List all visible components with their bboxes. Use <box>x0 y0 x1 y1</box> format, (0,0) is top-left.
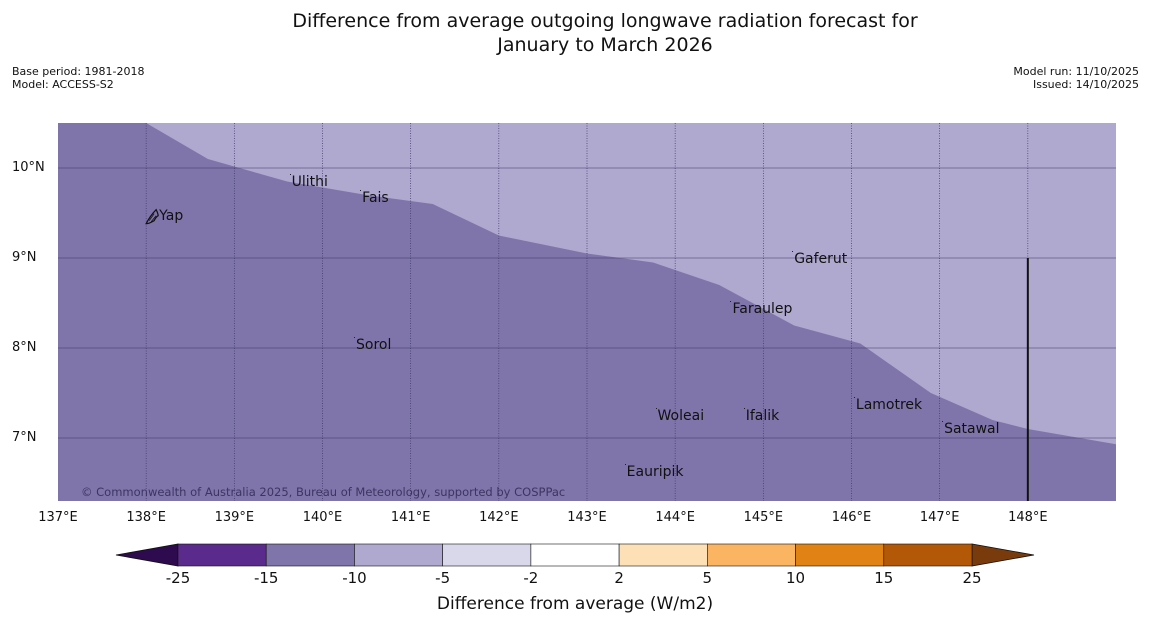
colorbar-above-extension <box>971 543 1035 567</box>
place-marker-dot <box>354 337 355 339</box>
place-name: Ulithi <box>291 174 328 191</box>
place-marker-dot <box>624 464 626 466</box>
colorbar-tick-label: -15 <box>253 569 279 587</box>
lon-tick-label: 147°E <box>919 510 960 525</box>
place-satawal: Satawal <box>942 421 1000 437</box>
lon-tick-label: 138°E <box>126 510 166 525</box>
lon-tick-label: 142°E <box>479 510 519 525</box>
place-faraulep: Faraulep <box>730 301 792 317</box>
place-ifalik: Ifalik <box>743 408 780 425</box>
colorbar-tick-label: 25 <box>962 569 982 587</box>
yap-island-outline <box>145 208 159 225</box>
place-marker-dot <box>360 189 362 191</box>
place-name: Fais <box>362 189 389 206</box>
colorbar-tick-label: -5 <box>435 569 451 587</box>
colorbar-bin <box>354 543 443 567</box>
place-name: Ifalik <box>745 408 780 425</box>
place-name: Woleai <box>657 408 705 425</box>
issued-date: Issued: 14/10/2025 <box>1032 78 1139 91</box>
lon-tick-label: 148°E <box>1008 510 1048 525</box>
model-run: Model run: 11/10/2025 <box>1013 65 1139 78</box>
place-name: Yap <box>159 207 184 224</box>
place-eauripik: Eauripik <box>624 464 684 481</box>
place-sorol: Sorol <box>354 337 391 353</box>
colorbar-tick-label: 10 <box>786 569 806 587</box>
colorbar-bin <box>707 543 796 567</box>
colorbar-tick-label: -2 <box>523 569 539 587</box>
place-marker-dot <box>853 396 855 398</box>
anomaly-band-lower <box>58 123 1116 501</box>
colorbar <box>115 543 1035 567</box>
place-marker-dot <box>730 301 732 303</box>
meta-right: Model run: 11/10/2025 Issued: 14/10/2025 <box>1013 65 1139 91</box>
colorbar-bin <box>442 543 532 567</box>
title-line-1: Difference from average outgoing longwav… <box>292 10 918 32</box>
lon-tick-label: 139°E <box>214 510 255 525</box>
colorbar-bin <box>265 543 355 567</box>
place-name: Eauripik <box>626 464 684 481</box>
colorbar-bin <box>795 543 885 567</box>
place-marker-dot <box>289 174 291 176</box>
copyright-note: © Commonwealth of Australia 2025, Bureau… <box>81 485 566 499</box>
colorbar-title: Difference from average (W/m2) <box>436 594 714 614</box>
lat-tick-label: 8°N <box>12 340 37 355</box>
lon-tick-label: 145°E <box>743 510 784 525</box>
lon-tick-label: 140°E <box>302 510 343 525</box>
map-canvas <box>58 123 1116 501</box>
lat-tick-label: 9°N <box>12 250 37 265</box>
meta-left: Base period: 1981-2018 Model: ACCESS-S2 <box>12 65 144 91</box>
lon-tick-label: 146°E <box>831 510 872 525</box>
colorbar-tick-label: 5 <box>702 569 713 587</box>
place-name: Sorol <box>356 337 392 354</box>
place-marker-dot <box>942 421 944 422</box>
place-marker-dot <box>743 408 745 410</box>
place-lamotrek: Lamotrek <box>853 396 923 413</box>
colorbar-bin <box>530 543 620 567</box>
base-period: Base period: 1981-2018 <box>12 65 145 78</box>
colorbar-tick-label: -25 <box>165 569 191 587</box>
place-ulithi: Ulithi <box>289 174 328 191</box>
colorbar-below-extension <box>115 543 179 567</box>
place-name: Faraulep <box>732 301 793 318</box>
place-name: Satawal <box>944 421 1000 437</box>
lon-tick-label: 144°E <box>655 510 695 525</box>
colorbar-tick-label: 2 <box>614 569 624 587</box>
place-woleai: Woleai <box>655 408 705 425</box>
place-fais: Fais <box>360 189 389 206</box>
place-marker-dot <box>655 408 657 410</box>
place-name: Gaferut <box>794 250 848 267</box>
place-marker-dot <box>792 250 794 252</box>
place-name: Lamotrek <box>855 396 923 413</box>
lat-tick-label: 10°N <box>12 160 45 175</box>
colorbar-bin <box>618 543 708 567</box>
title-line-2: January to March 2026 <box>497 34 713 56</box>
colorbar-tick-label: -10 <box>342 569 367 587</box>
colorbar-bin <box>883 543 973 567</box>
graticule <box>58 123 1116 501</box>
colorbar-bin <box>177 543 267 567</box>
chart-title: Difference from average outgoing longwav… <box>0 9 1150 57</box>
model-name: Model: ACCESS-S2 <box>12 78 114 91</box>
lon-tick-label: 137°E <box>38 510 78 525</box>
lat-tick-label: 7°N <box>12 430 37 445</box>
place-gaferut: Gaferut <box>792 250 848 267</box>
colorbar-tick-label: 15 <box>874 569 894 587</box>
colorbar-bins <box>177 543 973 567</box>
place-yap: Yap <box>159 208 183 224</box>
lon-tick-label: 143°E <box>567 510 607 525</box>
lon-tick-label: 141°E <box>390 510 431 525</box>
map-panel[interactable]: Yap Ulithi Fais Gaferut Faraulep Sorol Lamotre… <box>58 123 1116 501</box>
